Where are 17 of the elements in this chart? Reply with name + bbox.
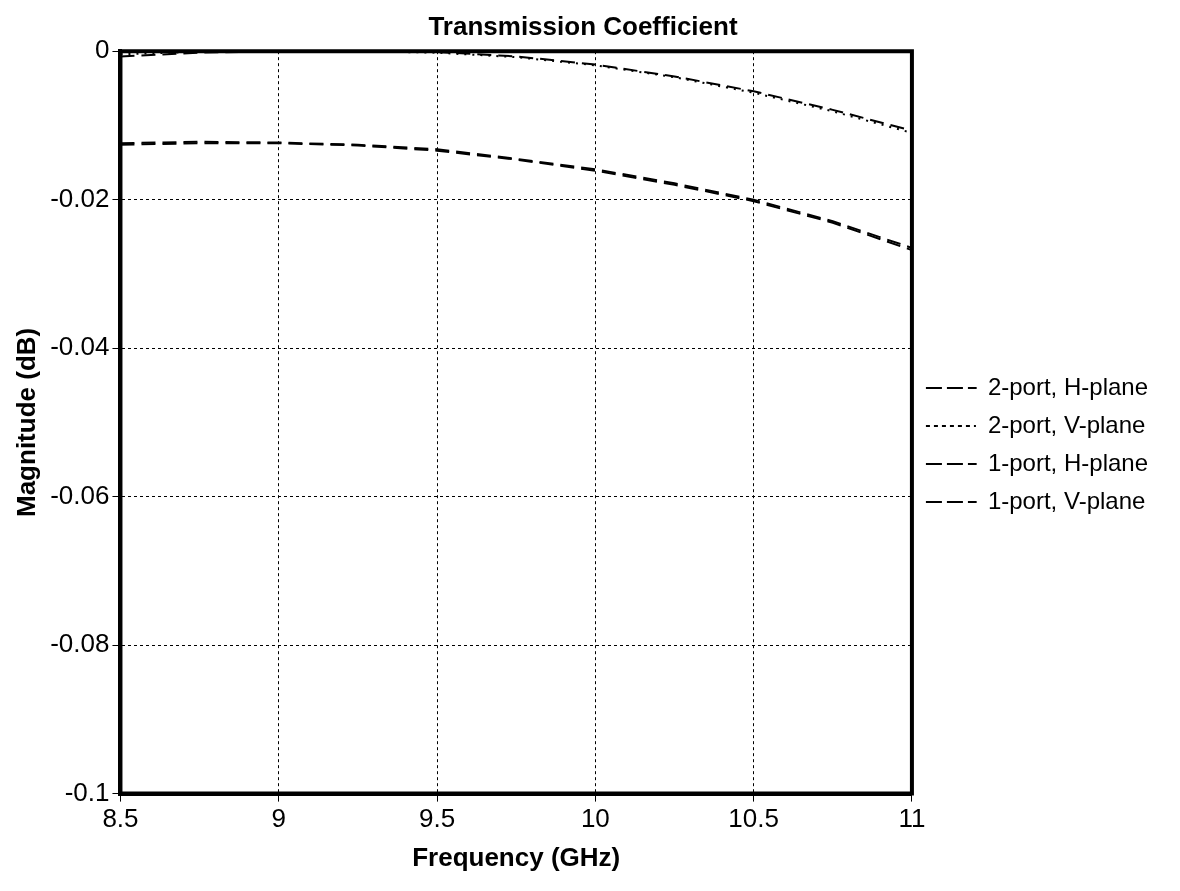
legend-label: 1-port, V-plane bbox=[987, 486, 1146, 514]
x-tick-label: 9 bbox=[271, 803, 286, 834]
x-tick-label: 10.5 bbox=[728, 803, 779, 834]
legend-label: 1-port, H-plane bbox=[987, 448, 1148, 476]
chart-title: Transmission Coefficient bbox=[428, 10, 738, 41]
x-axis-title: Frequency (GHz) bbox=[412, 841, 621, 872]
y-axis-title: Magnitude (dB) bbox=[10, 327, 41, 517]
x-tick-label: 9.5 bbox=[418, 803, 456, 834]
y-tick-label: 0 bbox=[94, 34, 110, 65]
y-tick-label: -0.08 bbox=[50, 628, 110, 659]
x-tick-label: 10 bbox=[580, 803, 610, 834]
legend-label: 2-port, H-plane bbox=[987, 372, 1148, 400]
legend-label: 2-port, V-plane bbox=[987, 410, 1146, 438]
y-tick-label: -0.02 bbox=[50, 182, 110, 213]
y-tick-label: -0.04 bbox=[50, 331, 110, 362]
y-tick-label: -0.06 bbox=[50, 479, 110, 510]
x-tick-label: 11 bbox=[898, 803, 926, 834]
